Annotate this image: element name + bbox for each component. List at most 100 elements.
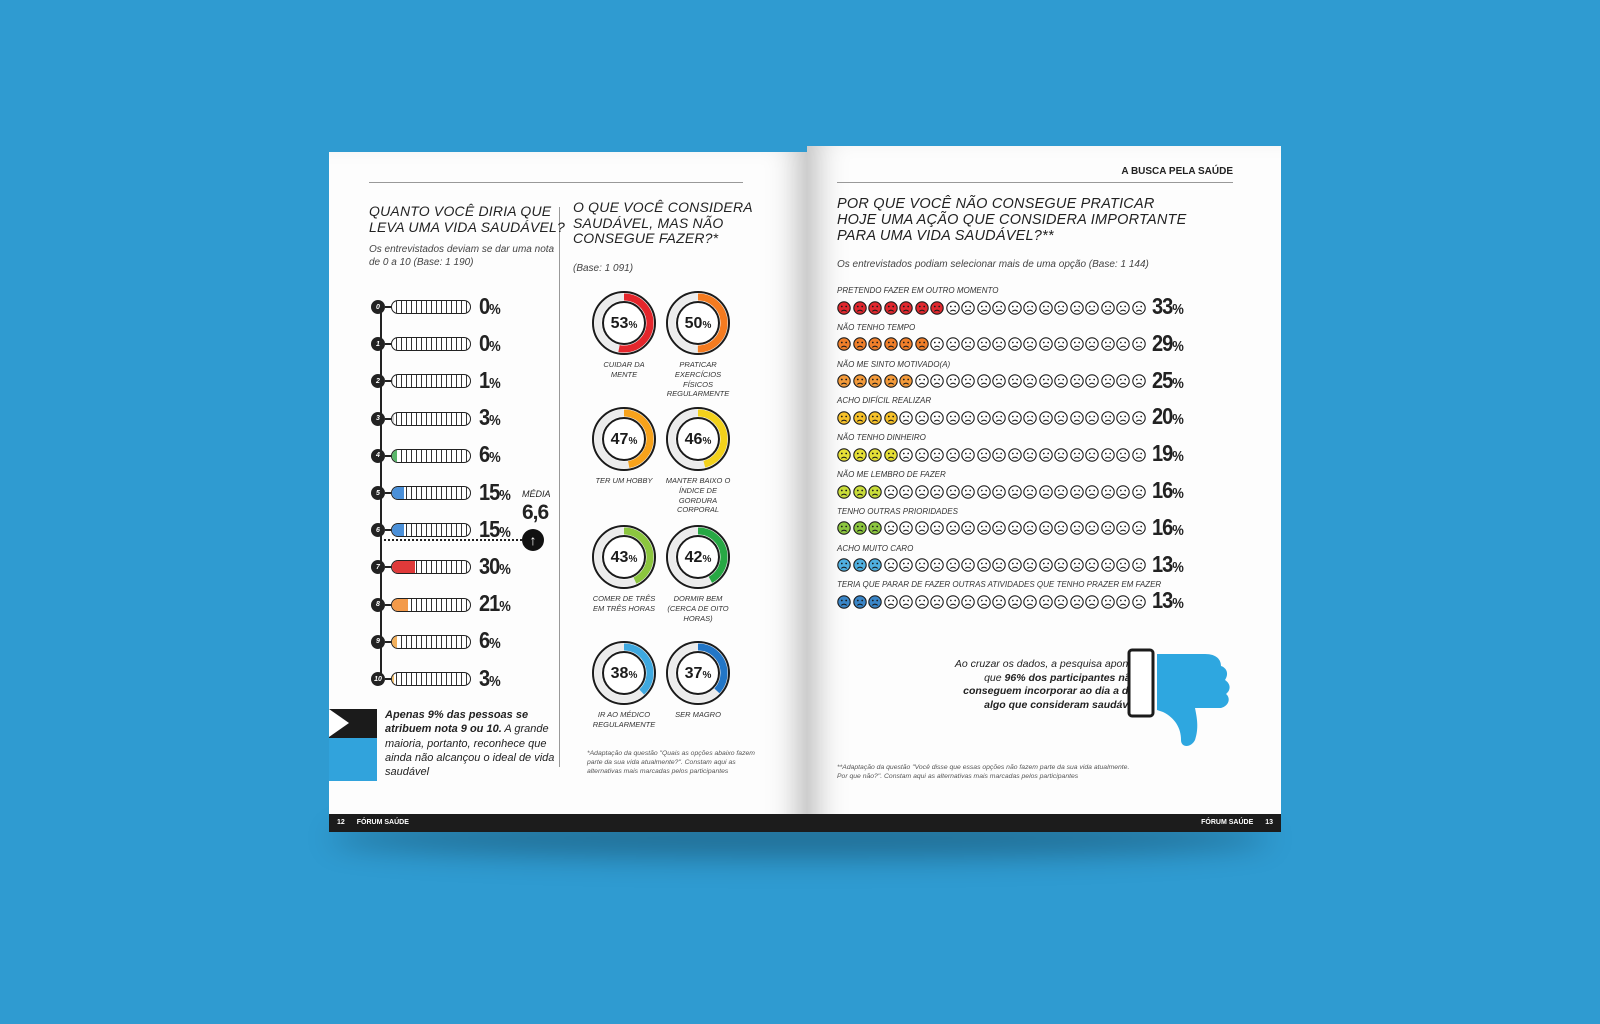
sad-face-icon-filled	[837, 337, 851, 352]
sad-face-icon-filled	[899, 374, 913, 388]
scale-grade: 6	[371, 523, 385, 538]
top-rule	[369, 182, 743, 183]
q2-title-line: O QUE VOCÊ CONSIDERA	[573, 199, 753, 215]
sad-face-icon-filled	[868, 337, 882, 352]
sad-face-icon	[899, 411, 913, 425]
sad-face-icon	[883, 558, 898, 572]
sad-face-icon	[1069, 484, 1084, 499]
sad-face-icon	[1100, 558, 1115, 572]
scale-row: 1 0%	[371, 329, 501, 359]
top-rule	[837, 182, 1233, 183]
donut-chart: 38%	[592, 641, 656, 705]
sad-face-icon	[945, 447, 960, 462]
reason-row: NÃO ME SINTO MOTIVADO(A) 25%	[837, 360, 1257, 394]
scale-stem	[385, 454, 391, 457]
sad-face-icon-filled	[868, 595, 882, 609]
sad-face-icon	[976, 300, 991, 315]
q3-title-line: POR QUE VOCÊ NÃO CONSEGUE PRATICAR	[837, 196, 1155, 212]
sad-face-icon	[976, 411, 991, 425]
scale-bar-fill	[392, 412, 395, 425]
scale-value: 3%	[479, 665, 501, 692]
sad-face-icon-filled	[899, 300, 913, 315]
sad-face-icon	[899, 521, 913, 536]
sad-face-icon	[1100, 374, 1115, 388]
sad-face-icon-filled	[914, 337, 929, 352]
scale-grade: 0	[371, 300, 385, 314]
thumbs-down-icon	[1127, 648, 1230, 746]
donut-item: 43% COMER DE TRÊS EM TRÊS HORAS	[591, 524, 657, 614]
sad-face-icon	[1069, 411, 1084, 425]
scale-value: 30%	[479, 554, 511, 580]
sad-face-icon	[1023, 447, 1037, 462]
sad-face-icon	[914, 558, 929, 572]
sad-face-icon	[1007, 300, 1022, 315]
sad-face-icon	[961, 595, 975, 609]
reason-label: NÃO ME LEMBRO DE FAZER	[837, 470, 946, 479]
sad-face-icon	[1038, 300, 1053, 315]
scale-value: 0%	[479, 330, 501, 357]
sad-face-icon	[1054, 447, 1068, 462]
sad-face-icon	[1069, 374, 1084, 388]
reason-faces	[837, 411, 1147, 425]
sad-face-icon	[961, 558, 975, 572]
donut-caption: PRATICAR EXERCÍCIOS FÍSICOS REGULARMENTE	[666, 360, 730, 399]
scale-bar-fill	[392, 524, 404, 537]
sad-face-icon	[1085, 521, 1099, 536]
q2-title-line: SAUDÁVEL, MAS NÃO	[573, 214, 724, 231]
scale-bar	[391, 374, 471, 389]
donut-center	[602, 535, 646, 579]
sad-face-icon	[1038, 411, 1053, 425]
page-number: 13	[1265, 819, 1273, 826]
donut-center	[676, 651, 720, 695]
q2-title-line: CONSEGUE FAZER?*	[573, 230, 719, 247]
donut-caption: TER UM HOBBY	[595, 476, 653, 485]
sad-face-icon	[992, 300, 1006, 315]
sad-face-icon	[1116, 595, 1130, 609]
scale-grade: 9	[371, 634, 385, 649]
sad-face-icon-filled	[883, 374, 898, 388]
sad-face-icon	[914, 595, 929, 609]
reason-row: PRETENDO FAZER EM OUTRO MOMENTO 33%	[837, 286, 1257, 320]
scale-row: 7 30%	[371, 552, 511, 582]
scale-bar	[391, 411, 471, 426]
donut-value: 47%	[611, 431, 638, 448]
scale-grade: 10	[371, 672, 385, 686]
conclusion-text: Ao cruzar os dados, a pesquisa aponta qu…	[947, 658, 1137, 713]
donut-center	[676, 535, 720, 579]
reason-row: ACHO MUITO CARO 13%	[837, 544, 1257, 578]
reason-row: NÃO TENHO TEMPO 29%	[837, 323, 1257, 357]
sad-face-icon	[883, 595, 898, 609]
sad-face-icon	[1131, 447, 1146, 462]
sad-face-icon	[945, 558, 960, 572]
sad-face-icon-filled	[883, 447, 898, 462]
sad-face-icon	[1085, 595, 1099, 609]
sad-face-icon	[1116, 374, 1130, 388]
reason-row: ACHO DIFÍCIL REALIZAR 20%	[837, 396, 1257, 430]
reason-row: NÃO ME LEMBRO DE FAZER 16%	[837, 470, 1257, 504]
donut-caption: SER MAGRO	[675, 710, 721, 719]
sad-face-icon	[992, 484, 1006, 499]
scale-stem	[385, 492, 391, 494]
donut-value: 42%	[685, 549, 712, 566]
q1-subtitle-line: de 0 a 10 (Base: 1 190)	[369, 256, 474, 268]
scale-row: 2 1%	[371, 366, 501, 396]
sad-face-icon	[976, 595, 991, 609]
sad-face-icon	[1100, 300, 1115, 315]
q2-subtitle: (Base: 1 091)	[573, 263, 634, 274]
sad-face-icon	[992, 411, 1006, 425]
sad-face-icon-filled	[852, 447, 867, 462]
sad-face-icon	[1116, 300, 1130, 315]
sad-face-icon	[961, 447, 975, 462]
scale-value: 6%	[479, 628, 501, 654]
donut-center	[676, 301, 720, 345]
q1-note: Apenas 9% das pessoas se atribuem nota 9…	[385, 708, 560, 779]
sad-face-icon	[1131, 411, 1146, 425]
sad-face-icon	[930, 558, 944, 572]
reason-row: TERIA QUE PARAR DE FAZER OUTRAS ATIVIDAD…	[837, 580, 1257, 614]
sad-face-icon	[1100, 521, 1115, 536]
sad-face-icon	[945, 484, 960, 499]
sad-face-icon-filled	[883, 337, 898, 352]
reason-faces	[837, 558, 1147, 572]
donut-slice	[668, 293, 728, 353]
sad-face-icon	[976, 374, 991, 388]
